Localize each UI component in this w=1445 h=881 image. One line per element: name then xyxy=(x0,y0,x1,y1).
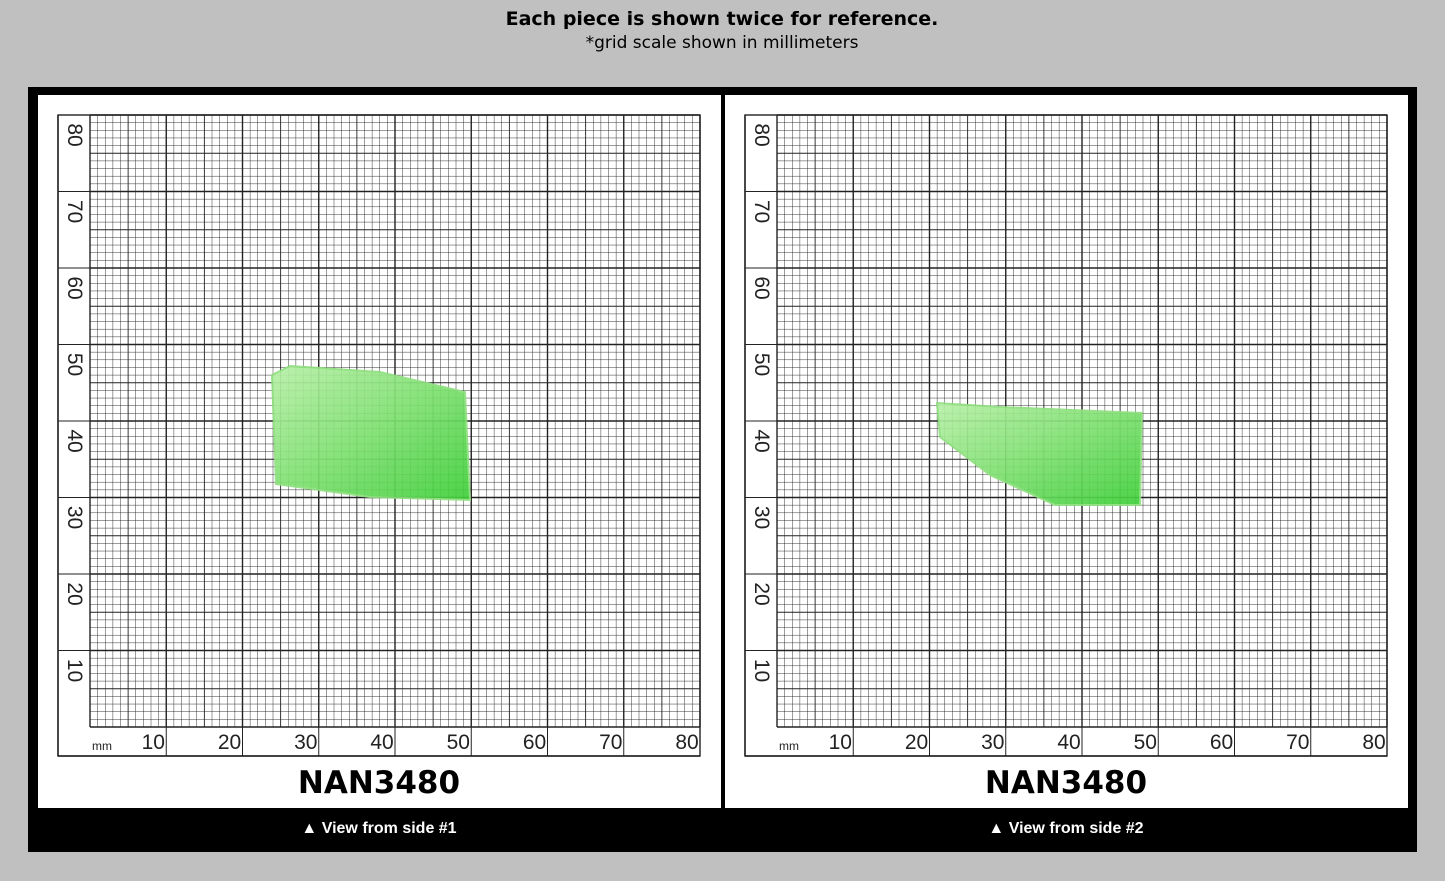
y-tick-label: 30 xyxy=(63,506,86,529)
y-tick-label: 60 xyxy=(750,276,773,299)
y-tick-label: 50 xyxy=(63,353,86,376)
y-tick-label: 60 xyxy=(63,276,86,299)
y-tick-label: 20 xyxy=(750,582,773,605)
y-tick-label: 40 xyxy=(750,429,773,452)
y-tick-label: 20 xyxy=(63,582,86,605)
x-tick-label: 20 xyxy=(905,731,928,754)
x-tick-label: 50 xyxy=(1134,731,1157,754)
piece-name: NAN3480 xyxy=(985,765,1147,801)
x-tick-label: 10 xyxy=(142,731,165,754)
y-tick-label: 80 xyxy=(63,123,86,146)
unit-label: mm xyxy=(779,739,799,753)
x-tick-label: 70 xyxy=(599,731,622,754)
panel: mm 10 20 30 40 50 60 70 80 10 20 30 40 50 60 70 80 NAN348… xyxy=(725,95,1408,837)
y-tick-label: 40 xyxy=(63,429,86,452)
x-tick-label: 70 xyxy=(1286,731,1309,754)
y-tick-label: 10 xyxy=(750,659,773,682)
x-tick-label: 60 xyxy=(523,731,546,754)
x-tick-label: 40 xyxy=(1057,731,1080,754)
x-tick-label: 30 xyxy=(981,731,1004,754)
gemstone xyxy=(270,364,472,502)
y-tick-label: 10 xyxy=(63,659,86,682)
x-tick-label: 80 xyxy=(1362,731,1385,754)
y-tick-label: 70 xyxy=(750,200,773,223)
y-tick-label: 70 xyxy=(63,200,86,223)
y-tick-label: 30 xyxy=(750,506,773,529)
x-tick-label: 20 xyxy=(218,731,241,754)
x-tick-label: 30 xyxy=(294,731,317,754)
x-tick-label: 10 xyxy=(829,731,852,754)
y-tick-label: 50 xyxy=(750,353,773,376)
title: Each piece is shown twice for reference. xyxy=(506,8,939,30)
y-tick-label: 80 xyxy=(750,123,773,146)
gemstone xyxy=(935,401,1144,506)
view-caption: ▲ View from side #2 xyxy=(988,820,1143,837)
subtitle: *grid scale shown in millimeters xyxy=(586,33,859,53)
x-tick-label: 80 xyxy=(675,731,698,754)
view-caption: ▲ View from side #1 xyxy=(301,820,456,837)
unit-label: mm xyxy=(92,739,112,753)
panel: mm 10 20 30 40 50 60 70 80 10 20 30 40 50 60 70 80 NAN348… xyxy=(38,95,721,837)
x-tick-label: 60 xyxy=(1210,731,1233,754)
x-tick-label: 40 xyxy=(370,731,393,754)
x-tick-label: 50 xyxy=(447,731,470,754)
piece-name: NAN3480 xyxy=(298,765,460,801)
